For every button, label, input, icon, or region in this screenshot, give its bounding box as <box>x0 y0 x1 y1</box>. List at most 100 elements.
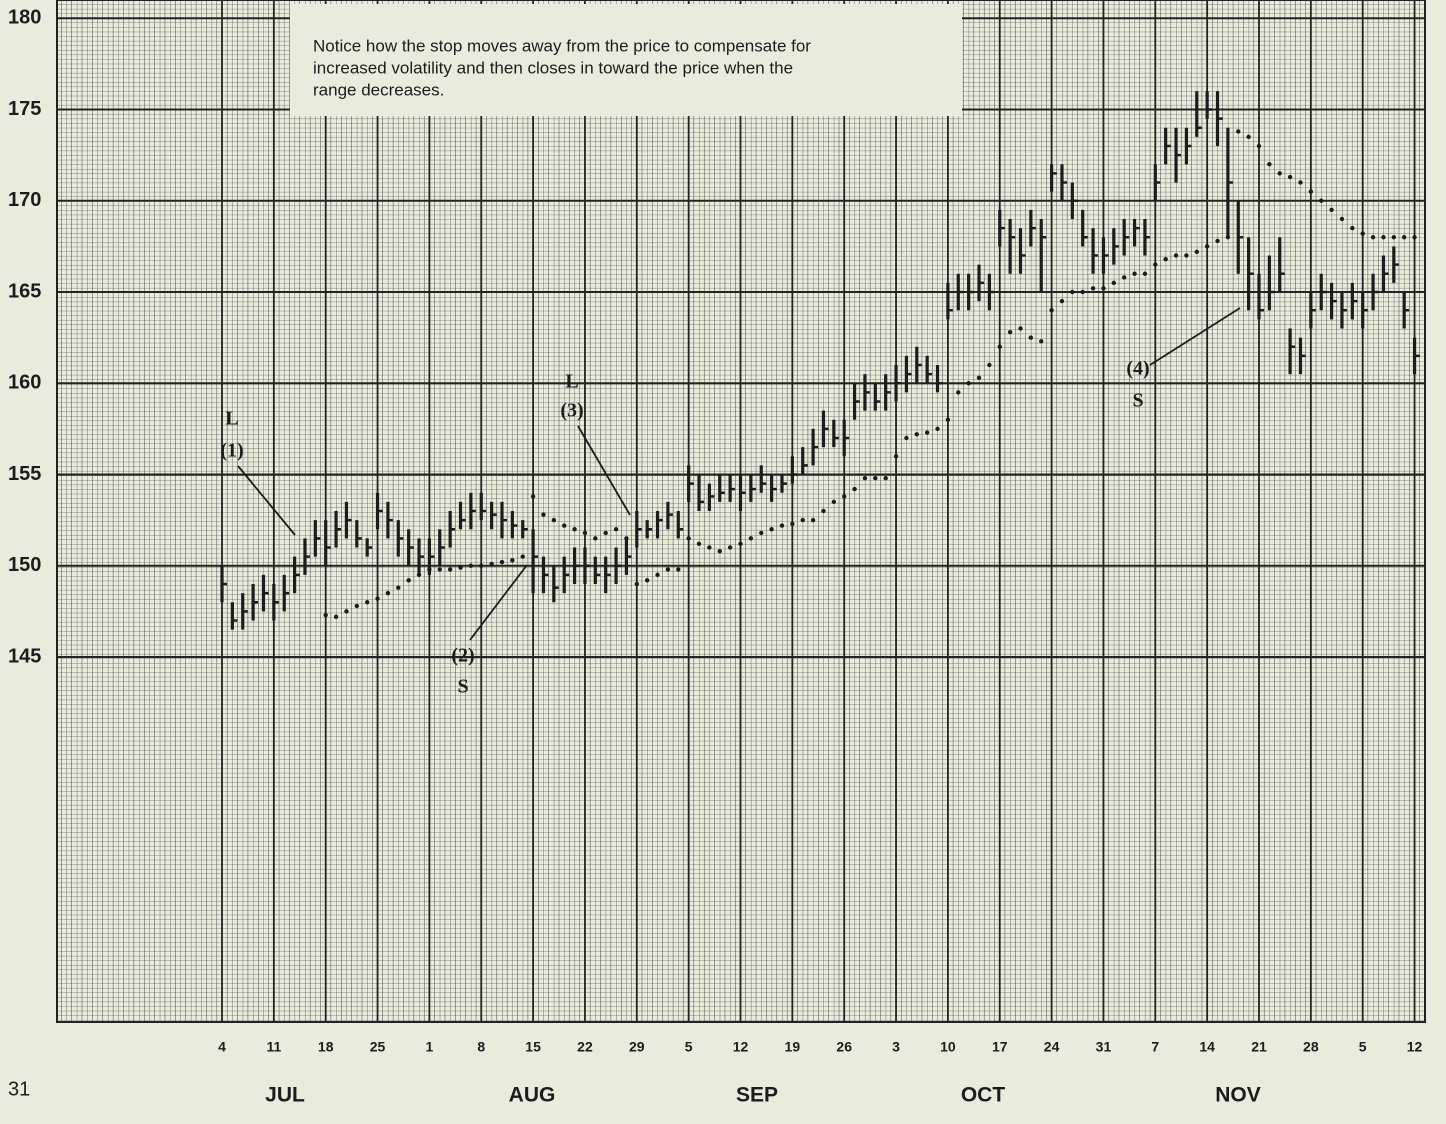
stop-dot <box>914 432 919 437</box>
note-box <box>290 4 962 116</box>
x-tick-label: 14 <box>1199 1039 1215 1055</box>
stop-dot <box>686 536 691 541</box>
stop-dot <box>904 435 909 441</box>
stop-dot <box>1236 129 1241 134</box>
month-label: OCT <box>961 1084 1006 1107</box>
y-tick-label: 175 <box>8 98 41 120</box>
stop-dot <box>354 603 360 609</box>
stop-dot <box>727 545 733 550</box>
stop-dot <box>1391 235 1397 240</box>
stop-dot <box>945 417 951 422</box>
x-tick-label: 26 <box>836 1039 852 1055</box>
stop-dot <box>1194 249 1199 255</box>
x-tick-label: 31 <box>1096 1039 1112 1055</box>
stop-dot <box>458 565 463 570</box>
stop-dot <box>447 567 453 572</box>
leader-line <box>469 564 528 641</box>
x-tick-label: 12 <box>1407 1039 1423 1055</box>
stop-dot <box>1204 244 1210 249</box>
stop-dot <box>1101 286 1106 291</box>
stop-dot <box>1215 238 1220 244</box>
stop-dot <box>1329 207 1334 213</box>
stop-dot <box>676 567 681 572</box>
y-tick-label: 180 <box>8 7 41 29</box>
stop-dot <box>873 475 878 481</box>
x-tick-label: 28 <box>1303 1039 1319 1055</box>
x-tick-label: 5 <box>1359 1039 1367 1055</box>
stop-dot <box>997 344 1002 349</box>
stop-dot <box>1319 198 1324 203</box>
annotation: (2) <box>451 645 474 667</box>
stop-dot <box>810 517 816 523</box>
x-tick-label: 1 <box>426 1039 434 1055</box>
stop-dot <box>1070 289 1075 295</box>
month-label: NOV <box>1215 1084 1261 1107</box>
stop-dot <box>707 545 712 550</box>
stop-dot <box>1298 180 1303 185</box>
stop-dot <box>344 609 349 614</box>
stop-dot <box>1111 280 1117 286</box>
stop-dot <box>831 499 837 505</box>
stop-dot <box>644 578 650 583</box>
stop-dot <box>1142 271 1148 276</box>
stop-dot <box>468 563 474 568</box>
y-tick-label: 155 <box>8 463 41 485</box>
stop-dot <box>593 536 598 541</box>
stop-dot <box>427 567 432 572</box>
stop-dot <box>1163 256 1168 262</box>
annotation: (3) <box>560 400 583 422</box>
stop-dot <box>396 585 401 590</box>
note-line: range decreases. <box>313 80 444 99</box>
stop-dot <box>1184 253 1189 258</box>
stop-dot <box>1360 231 1365 236</box>
x-tick-label: 17 <box>992 1039 1008 1055</box>
stop-dot <box>364 600 370 605</box>
stop-dot <box>748 536 754 541</box>
stop-dot <box>624 536 629 541</box>
stop-dot <box>1412 235 1417 240</box>
x-tick-label: 8 <box>477 1039 485 1055</box>
stop-dot <box>572 527 577 532</box>
stop-dot <box>759 530 764 536</box>
stop-dot <box>1028 335 1034 340</box>
stop-dot <box>333 614 339 620</box>
stop-dot <box>1339 216 1345 222</box>
stop-dot <box>779 523 785 528</box>
stop-dot <box>1121 275 1127 280</box>
stop-dot <box>883 475 888 481</box>
stop-dot <box>551 517 557 523</box>
stop-dot <box>1287 174 1293 180</box>
stop-dot <box>655 572 660 578</box>
y-tick-label: 145 <box>8 645 41 667</box>
stop-dot <box>520 554 525 559</box>
month-label: JUL <box>265 1084 305 1107</box>
annotation: (4) <box>1126 358 1149 380</box>
note-line: increased volatility and then closes in … <box>313 58 793 77</box>
page-number: 31 <box>8 1078 30 1100</box>
annotation: S <box>457 676 468 698</box>
x-tick-label: 21 <box>1251 1039 1267 1055</box>
annotation: S <box>1132 390 1143 412</box>
x-tick-label: 12 <box>733 1039 749 1055</box>
leader-line <box>1149 307 1241 366</box>
stop-dot <box>769 527 774 532</box>
stop-dot <box>1007 329 1013 335</box>
stop-dot <box>852 486 857 492</box>
x-tick-label: 4 <box>218 1039 226 1055</box>
stop-dot <box>479 563 484 568</box>
leader-line <box>237 465 296 536</box>
stop-dot <box>738 541 743 547</box>
stop-dot <box>562 523 567 528</box>
stop-dot <box>1039 339 1044 344</box>
stop-dot <box>821 508 826 514</box>
stop-dot <box>437 567 442 572</box>
stop-dot <box>1090 286 1096 291</box>
stop-dot <box>530 494 536 499</box>
month-label: AUG <box>509 1084 556 1107</box>
stop-dot <box>1132 271 1137 276</box>
stop-dot <box>800 517 805 523</box>
stop-dot <box>665 567 671 572</box>
y-tick-label: 170 <box>8 189 41 211</box>
stop-dot <box>1256 143 1262 149</box>
